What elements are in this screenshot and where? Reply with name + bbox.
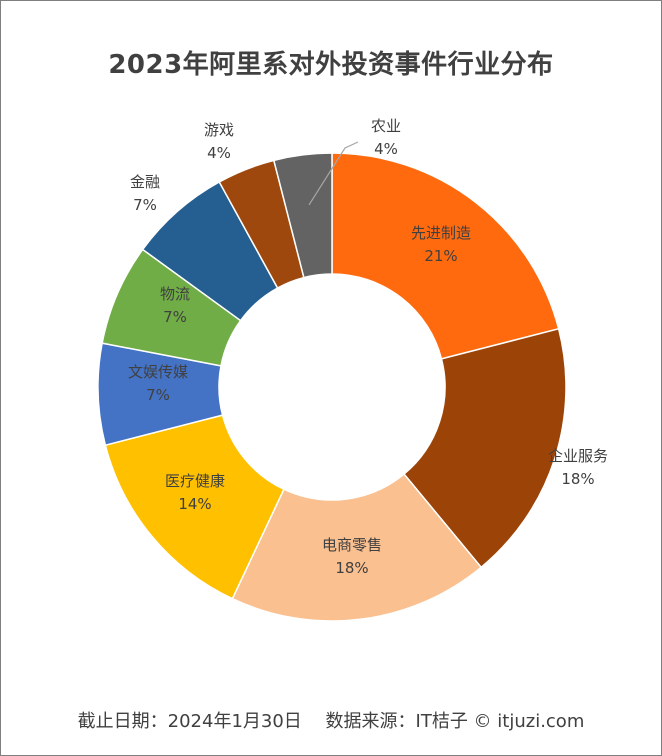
slice-5-category-label: 文娱传媒 — [128, 363, 188, 381]
slice-7-category-label: 金融 — [130, 173, 160, 191]
slice-1-category-label: 先进制造 — [411, 224, 471, 242]
slice-9-percent-label: 4% — [374, 140, 398, 158]
slice-9-leader-line — [308, 141, 359, 206]
slice-4-category-label: 医疗健康 — [165, 472, 225, 490]
slice-9-wedge — [272, 152, 333, 279]
slice-1-percent-label: 21% — [424, 247, 457, 265]
slice-8-percent-label: 4% — [207, 144, 231, 162]
slice-8-category-label: 游戏 — [204, 121, 234, 139]
slice-4-wedge — [104, 414, 285, 600]
slice-9-category-label: 农业 — [371, 117, 401, 135]
slice-6-category-label: 物流 — [160, 285, 190, 303]
chart-title: 2023年阿里系对外投资事件行业分布 — [108, 50, 554, 80]
slice-2-percent-label: 18% — [561, 470, 594, 488]
slice-3-category-label: 电商零售 — [322, 536, 382, 554]
slice-7-percent-label: 7% — [133, 196, 157, 214]
slice-2-wedge — [402, 327, 567, 569]
slice-5-percent-label: 7% — [146, 386, 170, 404]
slice-3-percent-label: 18% — [335, 559, 368, 577]
slice-4-percent-label: 14% — [178, 495, 211, 513]
slice-3-wedge — [231, 473, 483, 622]
slice-1-wedge — [331, 152, 560, 360]
slice-2-category-label: 企业服务 — [548, 447, 608, 465]
slice-6-percent-label: 7% — [163, 308, 187, 326]
source-footer: 截止日期：2024年1月30日 数据来源：IT桔子 © itjuzi.com — [77, 711, 585, 732]
